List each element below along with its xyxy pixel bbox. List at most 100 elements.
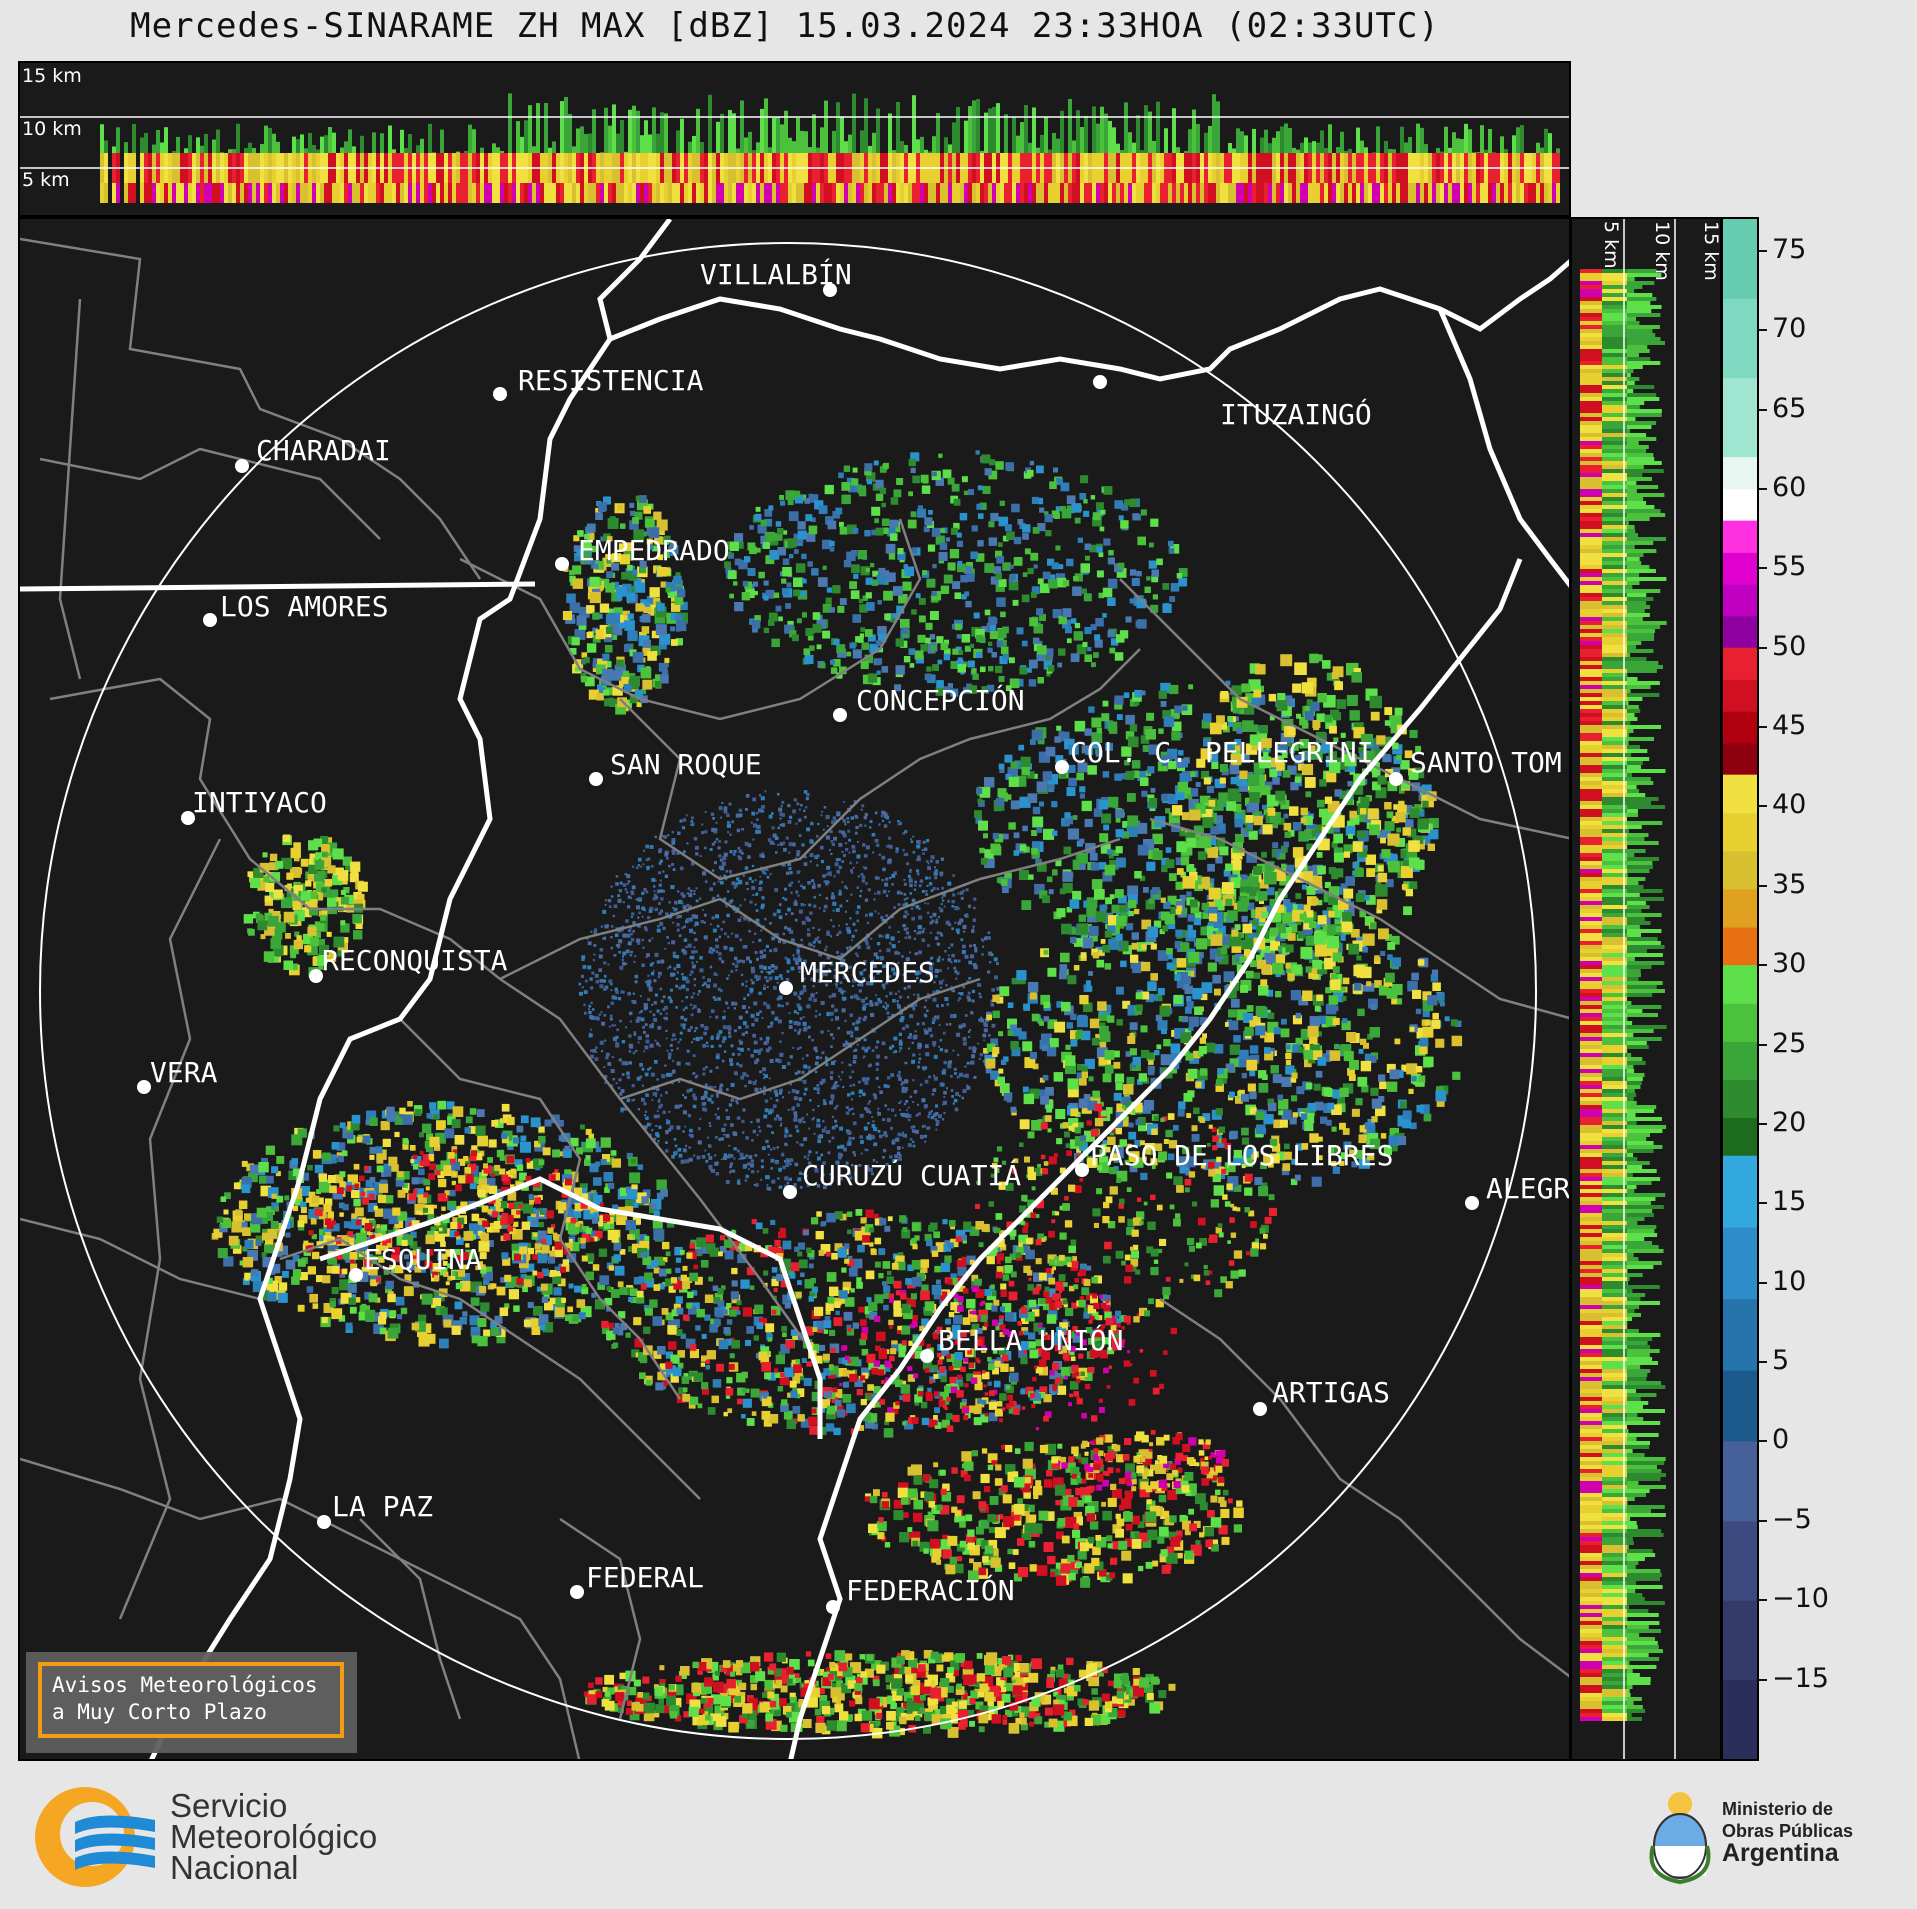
- echo-pixel: [640, 865, 643, 868]
- cross-section-pixel: [460, 183, 464, 203]
- echo-pixel: [1218, 954, 1229, 965]
- echo-pixel: [964, 1014, 968, 1017]
- echo-pixel: [902, 903, 905, 906]
- echo-pixel: [1283, 813, 1289, 819]
- echo-pixel: [664, 947, 667, 950]
- echo-pixel: [797, 1031, 801, 1035]
- echo-pixel: [898, 1153, 902, 1157]
- echo-pixel: [643, 1030, 646, 1034]
- echo-pixel: [588, 1010, 592, 1015]
- echo-pixel: [979, 1020, 981, 1022]
- echo-pixel: [762, 965, 767, 970]
- cross-section-pixel: [1420, 127, 1424, 153]
- echo-pixel: [763, 868, 767, 872]
- echo-pixel: [955, 1032, 961, 1037]
- echo-pixel: [844, 1019, 847, 1022]
- echo-pixel: [652, 969, 655, 972]
- echo-pixel: [755, 1183, 759, 1187]
- radar-map[interactable]: VILLALBÍN RESISTENCIA CHARADAI ITUZAINGÓ EMP…: [18, 217, 1571, 1761]
- cross-section-pixel: [1348, 183, 1352, 203]
- echo-pixel: [1207, 926, 1219, 938]
- cross-section-pixel: [1276, 183, 1280, 203]
- echo-pixel: [1115, 846, 1123, 854]
- echo-pixel: [1294, 754, 1304, 765]
- echo-pixel: [663, 1017, 666, 1020]
- cross-section-pixel: [980, 150, 984, 153]
- cross-section-pixel: [368, 183, 372, 203]
- echo-pixel: [934, 974, 938, 978]
- cross-section-pixel: [1520, 125, 1524, 153]
- echo-pixel: [855, 825, 859, 830]
- cross-section-pixel: [1096, 183, 1100, 203]
- echo-pixel: [1416, 1027, 1428, 1039]
- echo-pixel: [944, 1049, 948, 1053]
- echo-pixel: [716, 1095, 719, 1098]
- echo-pixel: [1430, 974, 1439, 982]
- echo-pixel: [1072, 859, 1083, 870]
- echo-pixel: [933, 1074, 935, 1077]
- echo-pixel: [793, 1096, 798, 1101]
- echo-pixel: [1355, 1098, 1363, 1106]
- cross-section-pixel: [1488, 183, 1492, 203]
- chart-title: Mercedes-SINARAME ZH MAX [dBZ] 15.03.202…: [130, 6, 1440, 46]
- echo-pixel: [1420, 1104, 1430, 1114]
- echo-pixel: [830, 919, 833, 922]
- echo-pixel: [718, 935, 722, 939]
- echo-pixel: [1289, 920, 1296, 927]
- echo-pixel: [630, 938, 635, 942]
- echo-pixel: [759, 955, 764, 959]
- echo-pixel: [712, 996, 716, 999]
- echo-pixel: [640, 1017, 645, 1022]
- echo-pixel: [893, 871, 897, 875]
- echo-pixel: [802, 886, 806, 890]
- echo-pixel: [701, 831, 705, 835]
- echo-pixel: [942, 979, 945, 982]
- echo-pixel: [899, 995, 903, 999]
- cross-section-pixel: [972, 183, 976, 203]
- echo-pixel: [846, 1030, 851, 1035]
- echo-pixel: [846, 816, 850, 820]
- echo-pixel: [709, 923, 712, 926]
- echo-pixel: [850, 816, 854, 820]
- echo-pixel: [816, 1091, 820, 1095]
- echo-pixel: [1083, 1002, 1093, 1013]
- cross-section-pixel: [1100, 183, 1104, 203]
- cross-section-pixel: [1084, 115, 1088, 153]
- echo-pixel: [709, 1124, 712, 1127]
- echo-pixel: [1160, 911, 1170, 921]
- echo-pixel: [761, 852, 765, 856]
- echo-pixel: [800, 903, 804, 907]
- echo-pixel: [729, 1062, 734, 1066]
- echo-pixel: [630, 916, 633, 918]
- echo-pixel: [909, 1033, 912, 1036]
- echo-pixel: [883, 1131, 887, 1135]
- echo-pixel: [924, 1029, 928, 1033]
- echo-pixel: [900, 1012, 903, 1015]
- cross-section-pixel: [1328, 183, 1332, 203]
- echo-pixel: [1062, 1122, 1069, 1129]
- echo-pixel: [1239, 1055, 1251, 1067]
- echo-pixel: [761, 1146, 766, 1151]
- echo-pixel: [1328, 894, 1339, 905]
- echo-pixel: [810, 977, 814, 981]
- cross-section-pixel: [1136, 115, 1140, 153]
- echo-pixel: [709, 887, 713, 891]
- echo-pixel: [610, 925, 614, 928]
- echo-pixel: [1084, 728, 1092, 736]
- echo-pixel: [867, 1102, 870, 1105]
- echo-pixel: [781, 1152, 784, 1156]
- echo-pixel: [1126, 826, 1138, 837]
- echo-pixel: [1238, 932, 1245, 939]
- echo-pixel: [929, 921, 933, 925]
- echo-pixel: [906, 862, 910, 866]
- echo-pixel: [823, 1101, 827, 1106]
- echo-pixel: [967, 904, 972, 908]
- echo-pixel: [730, 970, 734, 973]
- echo-pixel: [650, 864, 654, 868]
- echo-pixel: [1215, 955, 1222, 962]
- echo-pixel: [1334, 789, 1342, 797]
- cross-section-pixel: [544, 102, 548, 153]
- echo-pixel: [729, 870, 732, 873]
- echo-pixel: [741, 1032, 745, 1036]
- echo-pixel: [933, 981, 936, 984]
